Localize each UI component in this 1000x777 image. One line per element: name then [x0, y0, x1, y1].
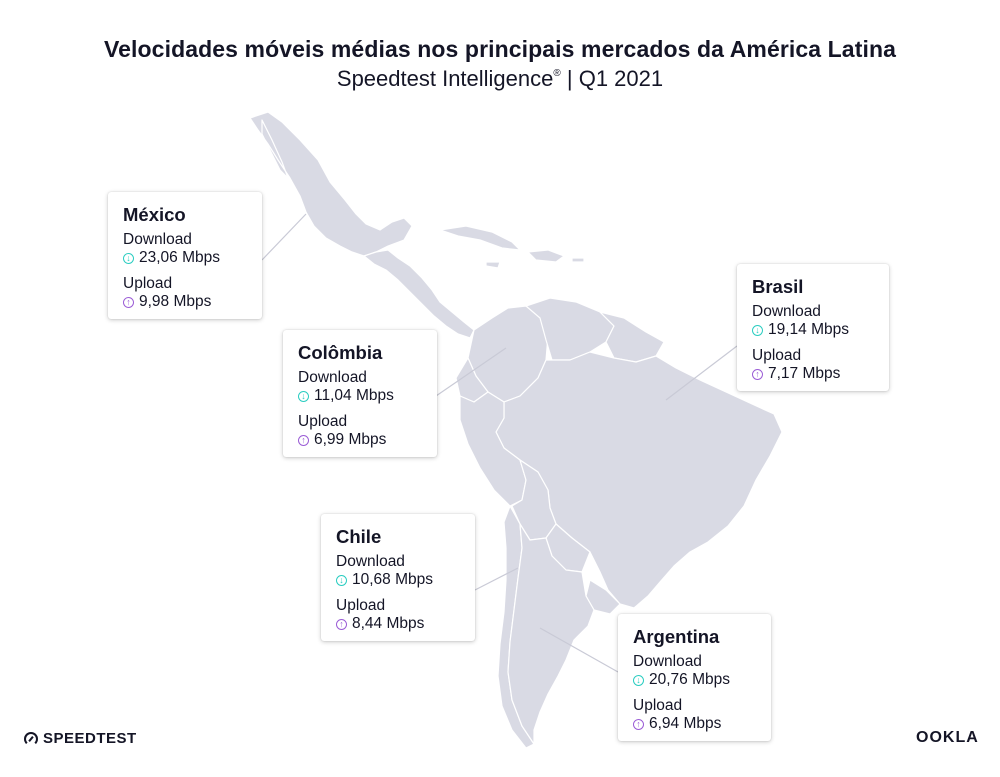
upload-label: Upload: [633, 697, 683, 714]
download-value: ↓ 10,68 Mbps: [336, 571, 461, 589]
land-cuba: [439, 225, 521, 251]
download-label: Download: [633, 653, 702, 670]
download-arrow-icon: ↓: [123, 252, 134, 264]
upload-value: ↑ 6,94 Mbps: [633, 715, 757, 733]
upload-value: ↑ 8,44 Mbps: [336, 615, 461, 633]
download-value: ↓ 19,14 Mbps: [752, 321, 875, 339]
market-card-mexico: México Download ↓ 23,06 Mbps Upload ↑ 9,98…: [108, 192, 262, 319]
upload-speed: 9,98 Mbps: [139, 293, 212, 310]
download-value: ↓ 23,06 Mbps: [123, 249, 248, 267]
chart-subtitle: Speedtest Intelligence® | Q1 2021: [0, 66, 1000, 92]
subtitle-period: | Q1 2021: [560, 66, 664, 91]
ookla-logo: OOKLA: [916, 729, 979, 746]
callout-line-argentina: [539, 627, 619, 673]
upload-speed: 6,94 Mbps: [649, 715, 722, 732]
land-puerto-rico: [571, 257, 585, 263]
download-label: Download: [336, 553, 405, 570]
download-speed: 20,76 Mbps: [649, 671, 730, 688]
download-arrow-icon: ↓: [336, 574, 347, 586]
land-guianas: [599, 311, 665, 363]
upload-arrow-icon: ↑: [633, 718, 644, 730]
chart-title: Velocidades móveis médias nos principais…: [103, 36, 896, 62]
upload-arrow-icon: ↑: [298, 434, 309, 446]
download-speed: 19,14 Mbps: [768, 321, 849, 338]
registered-mark: ®: [553, 68, 561, 79]
country-name: Brasil: [752, 276, 804, 297]
market-card-argentina: Argentina Download ↓ 20,76 Mbps Upload ↑ 6…: [618, 614, 771, 741]
download-arrow-icon: ↓: [633, 674, 644, 686]
upload-value: ↑ 9,98 Mbps: [123, 293, 248, 311]
upload-speed: 7,17 Mbps: [768, 365, 841, 382]
download-label: Download: [123, 231, 192, 248]
download-value: ↓ 11,04 Mbps: [298, 387, 423, 405]
download-speed: 23,06 Mbps: [139, 249, 220, 266]
download-value: ↓ 20,76 Mbps: [633, 671, 757, 689]
upload-arrow-icon: ↑: [336, 618, 347, 630]
upload-label: Upload: [298, 413, 348, 430]
country-name: Argentina: [633, 626, 720, 647]
download-label: Download: [752, 303, 821, 320]
upload-label: Upload: [336, 597, 386, 614]
country-name: Chile: [336, 526, 382, 547]
callout-lines: [261, 213, 738, 673]
upload-arrow-icon: ↑: [752, 368, 763, 380]
gauge-icon: [24, 731, 38, 746]
download-label: Download: [298, 369, 367, 386]
country-name: México: [123, 204, 186, 225]
subtitle-brand: Speedtest Intelligence: [336, 66, 554, 91]
market-card-brasil: Brasil Download ↓ 19,14 Mbps Upload ↑ 7,17…: [737, 264, 889, 391]
speedtest-logo-text: SPEEDTEST: [43, 730, 137, 747]
land-venezuela: [525, 297, 615, 361]
upload-label: Upload: [123, 275, 173, 292]
land-jamaica: [485, 261, 501, 269]
market-card-chile: Chile Download ↓ 10,68 Mbps Upload ↑ 8,44 …: [321, 514, 475, 641]
speedtest-logo: SPEEDTEST: [24, 730, 137, 747]
callout-line-chile: [474, 567, 519, 591]
land-central-america: [363, 249, 475, 339]
country-name: Colômbia: [298, 342, 383, 363]
land-mexico: [249, 111, 413, 257]
upload-speed: 6,99 Mbps: [314, 431, 387, 448]
callout-line-mexico: [261, 213, 307, 261]
callout-line-brasil: [665, 345, 738, 401]
upload-label: Upload: [752, 347, 802, 364]
upload-speed: 8,44 Mbps: [352, 615, 425, 632]
upload-value: ↑ 7,17 Mbps: [752, 365, 875, 383]
download-arrow-icon: ↓: [752, 324, 763, 336]
market-card-colombia: Colômbia Download ↓ 11,04 Mbps Upload ↑ 6,…: [283, 330, 437, 457]
upload-value: ↑ 6,99 Mbps: [298, 431, 423, 449]
land-hispaniola: [527, 249, 565, 263]
download-speed: 11,04 Mbps: [314, 387, 394, 404]
download-speed: 10,68 Mbps: [352, 571, 433, 588]
callout-line-colombia: [435, 347, 507, 397]
download-arrow-icon: ↓: [298, 390, 309, 402]
upload-arrow-icon: ↑: [123, 296, 134, 308]
